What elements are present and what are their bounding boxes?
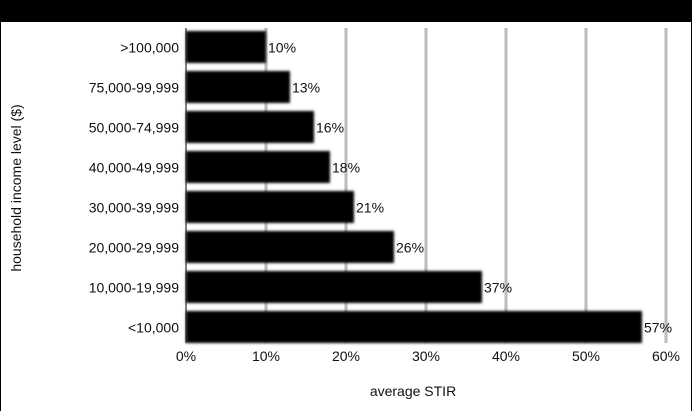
- top-bar: [0, 0, 692, 22]
- bar: [186, 151, 330, 183]
- category-label: >100,000: [120, 40, 179, 56]
- category-label: 30,000-39,999: [89, 200, 180, 216]
- left-border: [0, 22, 1, 411]
- data-label: 10%: [268, 40, 296, 56]
- x-tick-label: 50%: [572, 348, 600, 364]
- bar: [186, 111, 314, 143]
- category-label: 50,000-74,999: [89, 120, 180, 136]
- data-label: 16%: [316, 120, 344, 136]
- x-tick-label: 40%: [492, 348, 520, 364]
- x-tick-label: 60%: [652, 348, 680, 364]
- x-axis-title: average STIR: [370, 383, 456, 399]
- data-label: 21%: [356, 200, 384, 216]
- category-label: 40,000-49,999: [89, 160, 180, 176]
- data-label: 26%: [396, 240, 424, 256]
- bar: [186, 311, 642, 343]
- x-tick-label: 10%: [252, 348, 280, 364]
- x-tick-label: 30%: [412, 348, 440, 364]
- data-label: 57%: [644, 320, 672, 336]
- bars: [186, 31, 642, 343]
- bar: [186, 31, 266, 63]
- category-label: 10,000-19,999: [89, 280, 180, 296]
- bar: [186, 271, 482, 303]
- category-label: <10,000: [128, 320, 179, 336]
- y-axis-title: household income level ($): [8, 104, 24, 271]
- category-label: 75,000-99,999: [89, 80, 180, 96]
- data-label: 18%: [332, 160, 360, 176]
- data-labels: 10% 13% 16% 18% 21% 26% 37% 57%: [268, 40, 672, 336]
- bar: [186, 71, 290, 103]
- x-tick-label: 20%: [332, 348, 360, 364]
- category-labels: >100,000 75,000-99,999 50,000-74,999 40,000…: [89, 40, 180, 336]
- category-label: 20,000-29,999: [89, 240, 180, 256]
- tick-labels: 0% 10% 20% 30% 40% 50% 60%: [176, 348, 680, 364]
- bar: [186, 191, 354, 223]
- data-label: 13%: [292, 80, 320, 96]
- x-tick-label: 0%: [176, 348, 196, 364]
- bar: [186, 231, 394, 263]
- data-label: 37%: [484, 280, 512, 296]
